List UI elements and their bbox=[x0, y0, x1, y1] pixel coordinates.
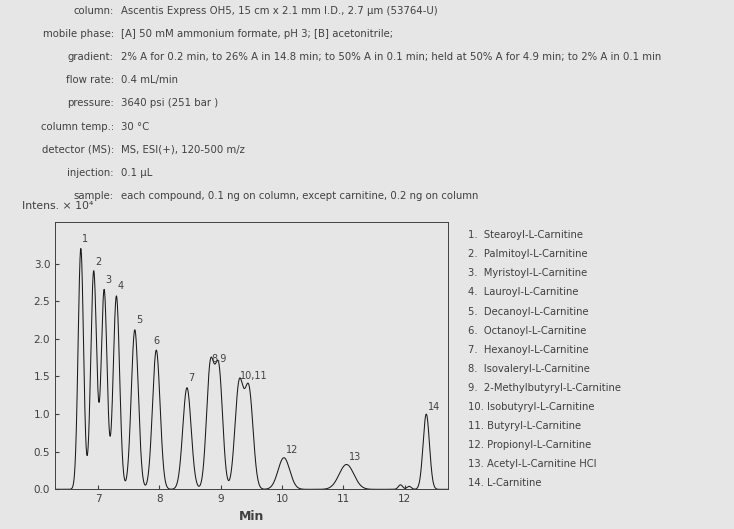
Text: MS, ESI(+), 120-500 m/z: MS, ESI(+), 120-500 m/z bbox=[121, 145, 245, 155]
Text: 5: 5 bbox=[136, 315, 142, 325]
Text: 6.  Octanoyl-L-Carnitine: 6. Octanoyl-L-Carnitine bbox=[468, 326, 586, 335]
Text: 2% A for 0.2 min, to 26% A in 14.8 min; to 50% A in 0.1 min; held at 50% A for 4: 2% A for 0.2 min, to 26% A in 14.8 min; … bbox=[121, 52, 661, 62]
Text: each compound, 0.1 ng on column, except carnitine, 0.2 ng on column: each compound, 0.1 ng on column, except … bbox=[121, 191, 479, 201]
Text: 8.  Isovaleryl-L-Carnitine: 8. Isovaleryl-L-Carnitine bbox=[468, 364, 589, 374]
Text: 13: 13 bbox=[349, 452, 361, 462]
Text: 3.  Myristoyl-L-Carnitine: 3. Myristoyl-L-Carnitine bbox=[468, 268, 586, 278]
Text: 4.  Lauroyl-L-Carnitine: 4. Lauroyl-L-Carnitine bbox=[468, 287, 578, 297]
Text: [A] 50 mM ammonium formate, pH 3; [B] acetonitrile;: [A] 50 mM ammonium formate, pH 3; [B] ac… bbox=[121, 29, 393, 39]
Text: Intens. × 10⁴: Intens. × 10⁴ bbox=[22, 202, 93, 212]
Text: column:: column: bbox=[73, 6, 114, 16]
Text: 10. Isobutyryl-L-Carnitine: 10. Isobutyryl-L-Carnitine bbox=[468, 402, 594, 412]
Text: column temp.:: column temp.: bbox=[40, 122, 114, 132]
Text: detector (MS):: detector (MS): bbox=[42, 145, 114, 155]
Text: 30 °C: 30 °C bbox=[121, 122, 149, 132]
Text: 6: 6 bbox=[153, 335, 159, 345]
Text: 14: 14 bbox=[427, 402, 440, 412]
Text: 8,9: 8,9 bbox=[211, 354, 227, 364]
Text: 7: 7 bbox=[188, 373, 195, 383]
Text: 4: 4 bbox=[117, 281, 124, 291]
Text: 12: 12 bbox=[286, 445, 299, 455]
Text: 9.  2-Methylbutyryl-L-Carnitine: 9. 2-Methylbutyryl-L-Carnitine bbox=[468, 383, 620, 393]
Text: 11. Butyryl-L-Carnitine: 11. Butyryl-L-Carnitine bbox=[468, 421, 581, 431]
Text: 10,11: 10,11 bbox=[240, 371, 268, 381]
Text: Ascentis Express OH5, 15 cm x 2.1 mm I.D., 2.7 μm (53764-U): Ascentis Express OH5, 15 cm x 2.1 mm I.D… bbox=[121, 6, 438, 16]
Text: 13. Acetyl-L-Carnitine HCl: 13. Acetyl-L-Carnitine HCl bbox=[468, 459, 596, 469]
Text: 12. Propionyl-L-Carnitine: 12. Propionyl-L-Carnitine bbox=[468, 440, 591, 450]
Text: 3640 psi (251 bar ): 3640 psi (251 bar ) bbox=[121, 98, 218, 108]
Text: gradient:: gradient: bbox=[68, 52, 114, 62]
Text: 2.  Palmitoyl-L-Carnitine: 2. Palmitoyl-L-Carnitine bbox=[468, 249, 587, 259]
Text: sample:: sample: bbox=[74, 191, 114, 201]
Text: 14. L-Carnitine: 14. L-Carnitine bbox=[468, 478, 541, 488]
Text: flow rate:: flow rate: bbox=[66, 75, 114, 85]
Text: 3: 3 bbox=[106, 276, 112, 285]
Text: pressure:: pressure: bbox=[67, 98, 114, 108]
Text: 1.  Stearoyl-L-Carnitine: 1. Stearoyl-L-Carnitine bbox=[468, 230, 583, 240]
Text: 5.  Decanoyl-L-Carnitine: 5. Decanoyl-L-Carnitine bbox=[468, 306, 588, 316]
Text: 0.4 mL/min: 0.4 mL/min bbox=[121, 75, 178, 85]
Text: mobile phase:: mobile phase: bbox=[43, 29, 114, 39]
Text: 1: 1 bbox=[82, 234, 88, 244]
Text: 0.1 μL: 0.1 μL bbox=[121, 168, 153, 178]
Text: 2: 2 bbox=[95, 257, 101, 267]
Text: injection:: injection: bbox=[68, 168, 114, 178]
Text: 7.  Hexanoyl-L-Carnitine: 7. Hexanoyl-L-Carnitine bbox=[468, 345, 588, 354]
X-axis label: Min: Min bbox=[239, 510, 264, 523]
